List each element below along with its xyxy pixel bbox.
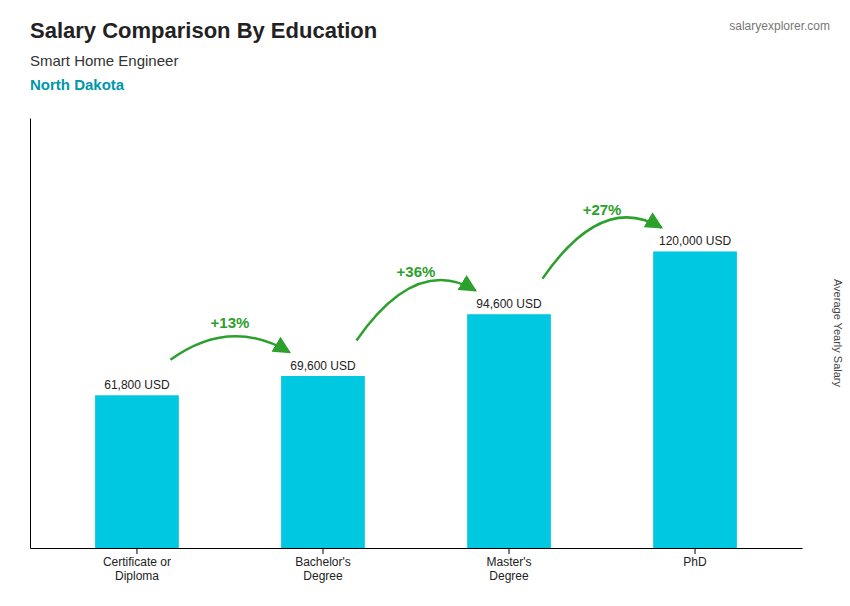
bar: [467, 314, 551, 548]
data-label: 69,600 USD: [290, 359, 356, 373]
subtitle: Smart Home Engineer: [30, 52, 178, 69]
x-tick: Certificate orDiploma: [103, 548, 171, 583]
x-tick-label-line: Diploma: [115, 569, 159, 583]
x-tick-label: Bachelor'sDegree: [295, 555, 351, 583]
x-tick: PhD: [683, 548, 707, 569]
bar: [95, 395, 179, 548]
x-tick: Bachelor'sDegree: [295, 548, 351, 583]
x-axis-line: [31, 548, 803, 549]
subtitle: North Dakota: [30, 76, 125, 93]
bar: [281, 376, 365, 548]
bar: [653, 251, 737, 548]
data-label: 61,800 USD: [104, 378, 170, 392]
chart-container: Salary Comparison By Education Smart Home…: [0, 0, 850, 606]
x-tick-mark: [509, 548, 510, 554]
annotation-arrow: [542, 217, 661, 278]
annotation-arrow: [356, 280, 475, 340]
x-tick-label-line: Certificate or: [103, 555, 171, 569]
x-tick-label-line: PhD: [683, 555, 707, 569]
plot-area: [95, 251, 737, 548]
y-axis-line: [30, 119, 31, 549]
x-tick-mark: [136, 548, 137, 554]
x-tick-label-line: Bachelor's: [295, 555, 351, 569]
data-label: 120,000 USD: [659, 234, 731, 248]
x-tick-label-line: Degree: [489, 569, 529, 583]
annotation-label: +13%: [211, 314, 250, 331]
x-tick-label-line: Degree: [303, 569, 343, 583]
x-tick: Master'sDegree: [487, 548, 532, 583]
x-tick-mark: [322, 548, 323, 554]
y-axis: [30, 119, 31, 549]
annotation-arrow: [170, 336, 289, 360]
chart-svg: Salary Comparison By Education Smart Home…: [0, 0, 850, 606]
title: Salary Comparison By Education: [30, 18, 377, 43]
x-axis: Certificate orDiplomaBachelor'sDegreeMas…: [31, 548, 803, 583]
y-axis-title: Average Yearly Salary: [832, 279, 844, 388]
x-tick-label: PhD: [683, 555, 707, 569]
data-labels: 61,800 USD 69,600 USD 94,600 USD 120,000 US…: [104, 234, 731, 392]
annotation-label: +36%: [397, 263, 436, 280]
annotations: +13% +36% +27%: [170, 201, 661, 360]
source-label: salaryexplorer.com: [729, 19, 830, 33]
data-label: 94,600 USD: [476, 297, 542, 311]
annotation-label: +27%: [583, 201, 622, 218]
x-tick-label: Master'sDegree: [487, 555, 532, 583]
x-tick-label: Certificate orDiploma: [103, 555, 171, 583]
x-tick-label-line: Master's: [487, 555, 532, 569]
x-tick-mark: [695, 548, 696, 554]
